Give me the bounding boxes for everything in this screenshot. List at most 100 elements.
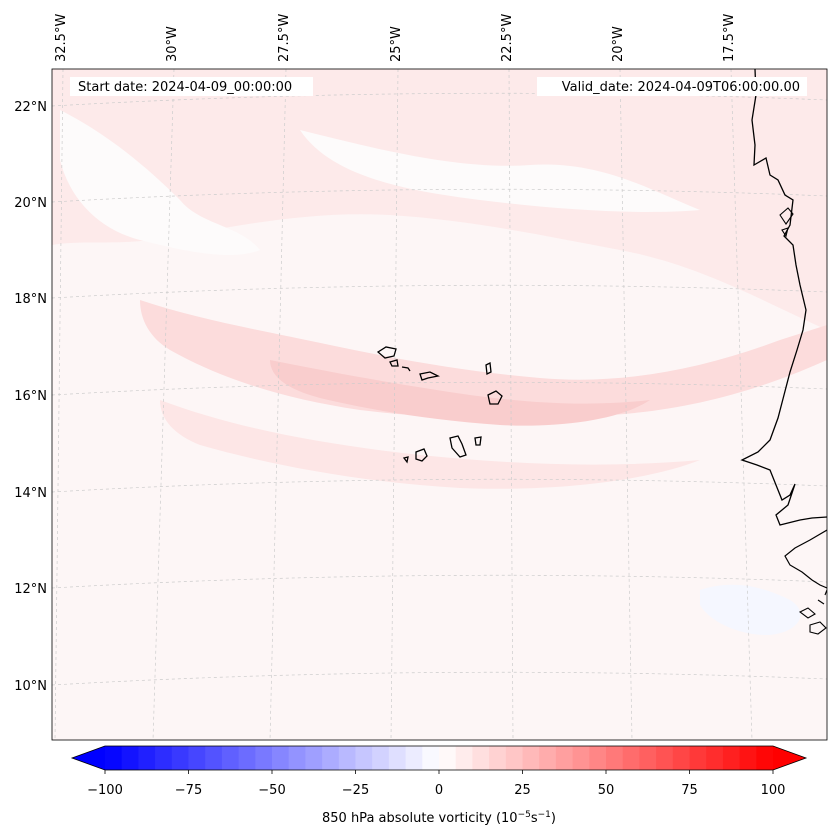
colorbar-cell xyxy=(756,746,774,770)
colorbar-cell xyxy=(305,746,323,770)
colorbar-cell xyxy=(656,746,674,770)
colorbar-cell xyxy=(589,746,607,770)
grid-lat-14N xyxy=(52,478,827,493)
start-date-box xyxy=(70,77,313,96)
grid-lon-17.5W xyxy=(730,69,753,740)
colorbar-tick-label: 0 xyxy=(435,783,443,798)
colorbar-cell xyxy=(405,746,423,770)
colorbar-cell xyxy=(455,746,473,770)
lat-label-18N: 18°N xyxy=(14,292,47,307)
valid-date-box xyxy=(537,77,807,96)
colorbar-cell xyxy=(355,746,373,770)
map-panel: Start date: 2024-04-09_00:00:00 Valid_da… xyxy=(52,69,827,740)
grid-lon-32.5W xyxy=(54,69,64,740)
island-santiago xyxy=(449,435,467,458)
island-santa-luzia xyxy=(401,366,411,372)
colorbar-cell xyxy=(221,746,240,770)
map-border xyxy=(51,68,828,741)
african-coastline xyxy=(740,69,827,526)
colorbar-cell xyxy=(472,746,490,770)
colorbar-cell xyxy=(422,746,440,770)
colorbar-cell xyxy=(555,746,574,770)
colorbar-cell xyxy=(188,746,206,770)
colorbar-cell xyxy=(522,746,540,770)
grid-lon-30W xyxy=(152,69,175,740)
colorbar-tick-label: −25 xyxy=(342,783,369,798)
lon-label-20W: 20°W xyxy=(611,26,626,62)
colorbar-cell xyxy=(338,746,357,770)
grid-lat-12N xyxy=(52,574,827,589)
grid-lat-20N xyxy=(52,188,827,203)
colorbar-cell xyxy=(155,746,173,770)
longitude-labels: 32.5°W 30°W 27.5°W 25°W 22.5°W 20°W 17.5… xyxy=(54,14,737,62)
colorbar-cell xyxy=(272,746,290,770)
colorbar: −100 −75 −50 −25 0 25 50 75 100 850 hPa absolute… xyxy=(70,745,808,826)
island-sao-nicolau xyxy=(419,371,440,381)
colorbar-cell xyxy=(722,746,741,770)
colorbar-cell xyxy=(505,746,524,770)
lon-label-30W: 30°W xyxy=(165,26,180,62)
lon-label-25W: 25°W xyxy=(389,26,404,62)
lat-label-22N: 22°N xyxy=(14,100,47,115)
grid-lat-22N xyxy=(52,92,827,107)
colorbar-cell xyxy=(489,746,507,770)
lon-label-17.5W: 17.5°W xyxy=(722,14,737,62)
lon-label-22.5W: 22.5°W xyxy=(500,14,515,62)
colorbar-cell xyxy=(255,746,273,770)
colorbar-cell xyxy=(539,746,557,770)
graticule xyxy=(52,69,827,740)
colorbar-tick-label: −50 xyxy=(258,783,285,798)
colorbar-cell xyxy=(205,746,223,770)
island-sal xyxy=(485,362,492,375)
colorbar-cell xyxy=(706,746,724,770)
lat-label-16N: 16°N xyxy=(14,389,47,404)
colorbar-cell xyxy=(689,746,707,770)
colorbar-tick-label: 100 xyxy=(761,783,786,798)
vorticity-field xyxy=(52,69,827,636)
lat-label-10N: 10°N xyxy=(14,679,47,694)
vorticity-band-core xyxy=(270,360,650,426)
grid-lat-18N xyxy=(52,284,827,299)
lon-label-32.5W: 32.5°W xyxy=(54,14,69,62)
island-fogo xyxy=(415,448,428,462)
grid-lon-20W xyxy=(619,69,633,740)
colorbar-cell xyxy=(388,746,407,770)
colorbar-cell xyxy=(439,746,457,770)
coastline-arguin-islands xyxy=(779,207,794,238)
colorbar-tick-label: −75 xyxy=(175,783,202,798)
cape-verde-islands xyxy=(376,346,503,464)
vorticity-negative-patch xyxy=(700,584,801,636)
colorbar-cell xyxy=(105,746,123,770)
colorbar-cell xyxy=(622,746,640,770)
colorbar-cell xyxy=(322,746,340,770)
valid-date-label: Valid_date: 2024-04-09T06:00:00.00 xyxy=(562,80,800,95)
lat-label-12N: 12°N xyxy=(14,582,47,597)
island-maio xyxy=(474,436,482,446)
colorbar-cell xyxy=(606,746,624,770)
colorbar-cell xyxy=(238,746,256,770)
island-sao-vicente xyxy=(389,359,399,367)
colorbar-arrow-min xyxy=(72,746,105,770)
grid-lon-25W xyxy=(390,69,399,740)
colorbar-ticks: −100 −75 −50 −25 0 25 50 75 100 xyxy=(87,770,785,798)
coastline-bijagos xyxy=(798,589,827,635)
grid-lat-16N xyxy=(52,381,827,396)
start-date-label: Start date: 2024-04-09_00:00:00 xyxy=(78,80,292,95)
colorbar-label: 850 hPa absolute vorticity (10−5s−1) xyxy=(322,810,556,826)
vorticity-white-gap-2 xyxy=(300,130,700,212)
colorbar-tick-label: 75 xyxy=(681,783,698,798)
colorbar-arrow-max xyxy=(773,746,806,770)
colorbar-cell xyxy=(739,746,757,770)
colorbar-tick-label: 50 xyxy=(598,783,615,798)
colorbar-tick-label: 25 xyxy=(514,783,531,798)
island-boa-vista xyxy=(487,390,503,405)
colorbar-tick-label: −100 xyxy=(87,783,123,798)
lat-label-14N: 14°N xyxy=(14,486,47,501)
grid-lat-10N xyxy=(52,671,827,686)
colorbar-cell xyxy=(372,746,390,770)
island-santo-antao xyxy=(376,346,397,359)
colorbar-cell xyxy=(138,746,156,770)
colorbar-cell xyxy=(121,746,139,770)
lon-label-27.5W: 27.5°W xyxy=(277,14,292,62)
